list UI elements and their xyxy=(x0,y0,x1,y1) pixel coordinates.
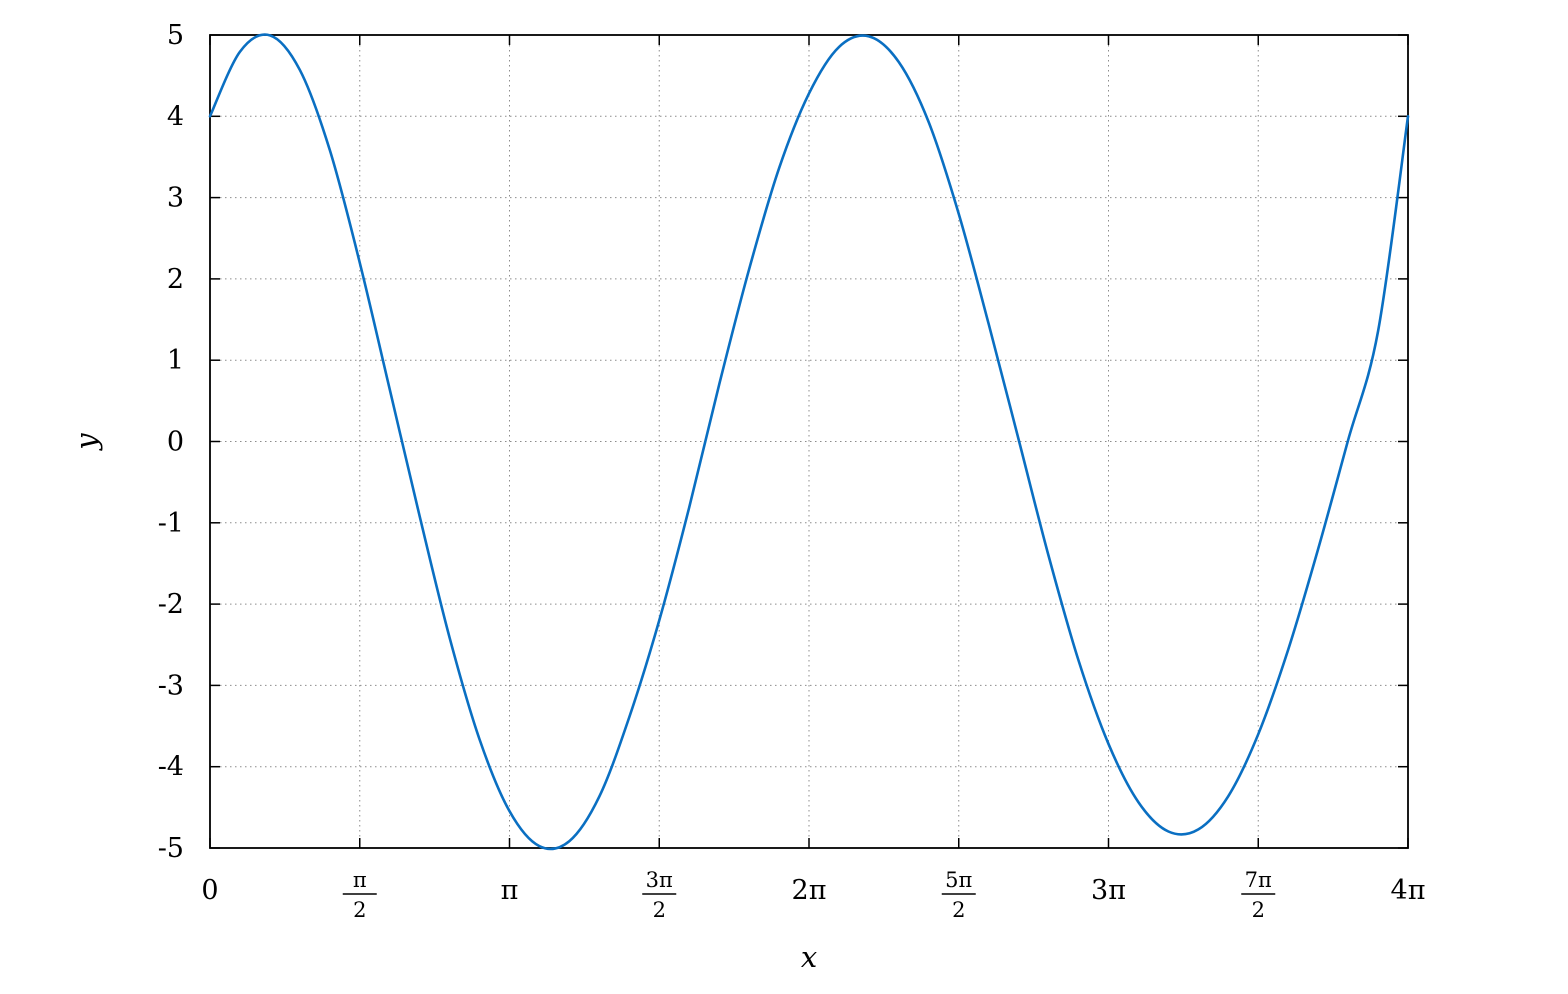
x-tick-label-fraction: 7π2 xyxy=(1241,868,1276,922)
x-tick-label-numerator: 5π xyxy=(945,868,972,892)
y-axis-label: y xyxy=(69,433,103,452)
x-tick-label: 2π xyxy=(792,875,827,906)
x-tick-label: 4π xyxy=(1391,875,1426,906)
y-tick-label: 5 xyxy=(167,20,184,51)
plot-frame xyxy=(209,34,1409,849)
y-tick-labels: 5 4 3 2 1 0 -1 -2 -3 -4 -5 xyxy=(158,20,184,864)
x-tick-label-fraction: π2 xyxy=(342,868,377,922)
y-tick-label: 3 xyxy=(167,183,184,214)
x-tick-label-denominator: 2 xyxy=(353,898,366,922)
x-tick-label-fraction: 3π2 xyxy=(642,868,677,922)
y-tick-label: 2 xyxy=(167,264,184,295)
y-tick-label: -4 xyxy=(158,752,184,783)
x-tick-label-fraction: 5π2 xyxy=(941,868,976,922)
x-tick-label: 3π xyxy=(1091,875,1126,906)
grid-lines xyxy=(210,35,1408,848)
x-tick-label-denominator: 2 xyxy=(653,898,666,922)
y-tick-label: -3 xyxy=(158,670,184,701)
y-tick-label: 0 xyxy=(167,427,184,458)
x-tick-label-numerator: 3π xyxy=(646,868,673,892)
series-layer xyxy=(208,33,1410,851)
x-tick-label: π xyxy=(501,875,519,906)
x-tick-label: 0 xyxy=(201,875,218,906)
y-tick-label: 4 xyxy=(167,101,184,132)
x-tick-label-numerator: 7π xyxy=(1245,868,1272,892)
x-tick-label-denominator: 2 xyxy=(952,898,965,922)
y-tick-label: 1 xyxy=(167,345,184,376)
x-tick-label-numerator: π xyxy=(353,868,367,892)
x-axis-label: x xyxy=(801,940,817,974)
x-tick-label-denominator: 2 xyxy=(1252,898,1265,922)
y-tick-label: -5 xyxy=(158,833,184,864)
series-line xyxy=(208,33,1410,851)
y-tick-label: -1 xyxy=(158,508,184,539)
y-tick-label: -2 xyxy=(158,589,184,620)
